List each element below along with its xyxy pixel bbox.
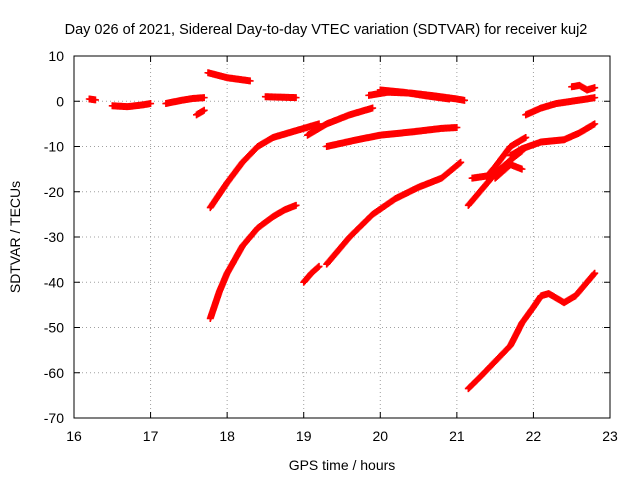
- series-arc-2: [108, 100, 155, 111]
- data-point: [591, 269, 599, 277]
- data-point: [147, 100, 155, 108]
- series-arc-14: [376, 86, 453, 103]
- y-tick-label: -40: [44, 274, 64, 290]
- data-point: [457, 158, 465, 166]
- series-arc-9: [300, 262, 323, 286]
- data-point: [314, 263, 322, 271]
- data-point: [369, 104, 377, 112]
- series-arc-4: [193, 106, 208, 119]
- series-arc-20: [568, 81, 599, 94]
- x-tick-label: 18: [219, 428, 235, 444]
- y-tick-label: 10: [48, 48, 64, 64]
- data-point: [445, 95, 453, 103]
- data-point: [91, 96, 99, 104]
- series-arc-5: [204, 69, 254, 85]
- series-arc-12: [323, 123, 461, 150]
- data-point: [591, 94, 599, 102]
- x-tick-label: 16: [66, 428, 82, 444]
- data-point: [461, 96, 469, 104]
- x-tick-label: 23: [602, 428, 618, 444]
- y-tick-label: -20: [44, 184, 64, 200]
- y-tick-label: -70: [44, 410, 64, 426]
- series-arc-7: [206, 120, 323, 212]
- data-point: [522, 133, 530, 141]
- data-point: [591, 120, 599, 128]
- data-point: [518, 165, 526, 173]
- series-arc-11: [304, 104, 377, 139]
- chart-title: Day 026 of 2021, Sidereal Day-to-day VTE…: [65, 22, 588, 38]
- data-point: [292, 94, 300, 102]
- data-point: [591, 84, 599, 92]
- y-tick-label: 0: [56, 93, 64, 109]
- series-arc-21: [464, 269, 599, 393]
- series-arc-6: [261, 93, 300, 102]
- series-layer: [85, 69, 599, 393]
- series-arc-17: [491, 161, 526, 182]
- y-tick-label: -60: [44, 365, 64, 381]
- y-axis-label: SDTVAR / TECUs: [7, 181, 23, 293]
- series-arc-19: [522, 94, 599, 119]
- x-tick-label: 20: [372, 428, 388, 444]
- series-arc-16: [468, 133, 530, 182]
- y-tick-label: -30: [44, 229, 64, 245]
- x-axis-label: GPS time / hours: [289, 457, 396, 473]
- tick-layer: 16 17 18 19 20 21 22 23 10 0 -10 -20 -30 -40 -50 -60 -70: [44, 48, 618, 444]
- data-point: [315, 262, 323, 270]
- series-arc-10: [323, 158, 465, 268]
- x-tick-label: 17: [143, 428, 159, 444]
- series-arc-3: [162, 94, 208, 108]
- y-tick-label: -10: [44, 139, 64, 155]
- x-tick-label: 19: [296, 428, 312, 444]
- data-point: [292, 201, 300, 209]
- data-point: [200, 106, 208, 114]
- series-arc-1: [85, 95, 99, 104]
- data-point: [453, 123, 461, 131]
- y-tick-label: -50: [44, 320, 64, 336]
- x-tick-label: 21: [449, 428, 465, 444]
- series-arc-8: [206, 201, 300, 322]
- x-tick-label: 22: [526, 428, 542, 444]
- data-point: [246, 77, 254, 85]
- series-arc-18: [506, 120, 599, 160]
- data-point: [200, 94, 208, 102]
